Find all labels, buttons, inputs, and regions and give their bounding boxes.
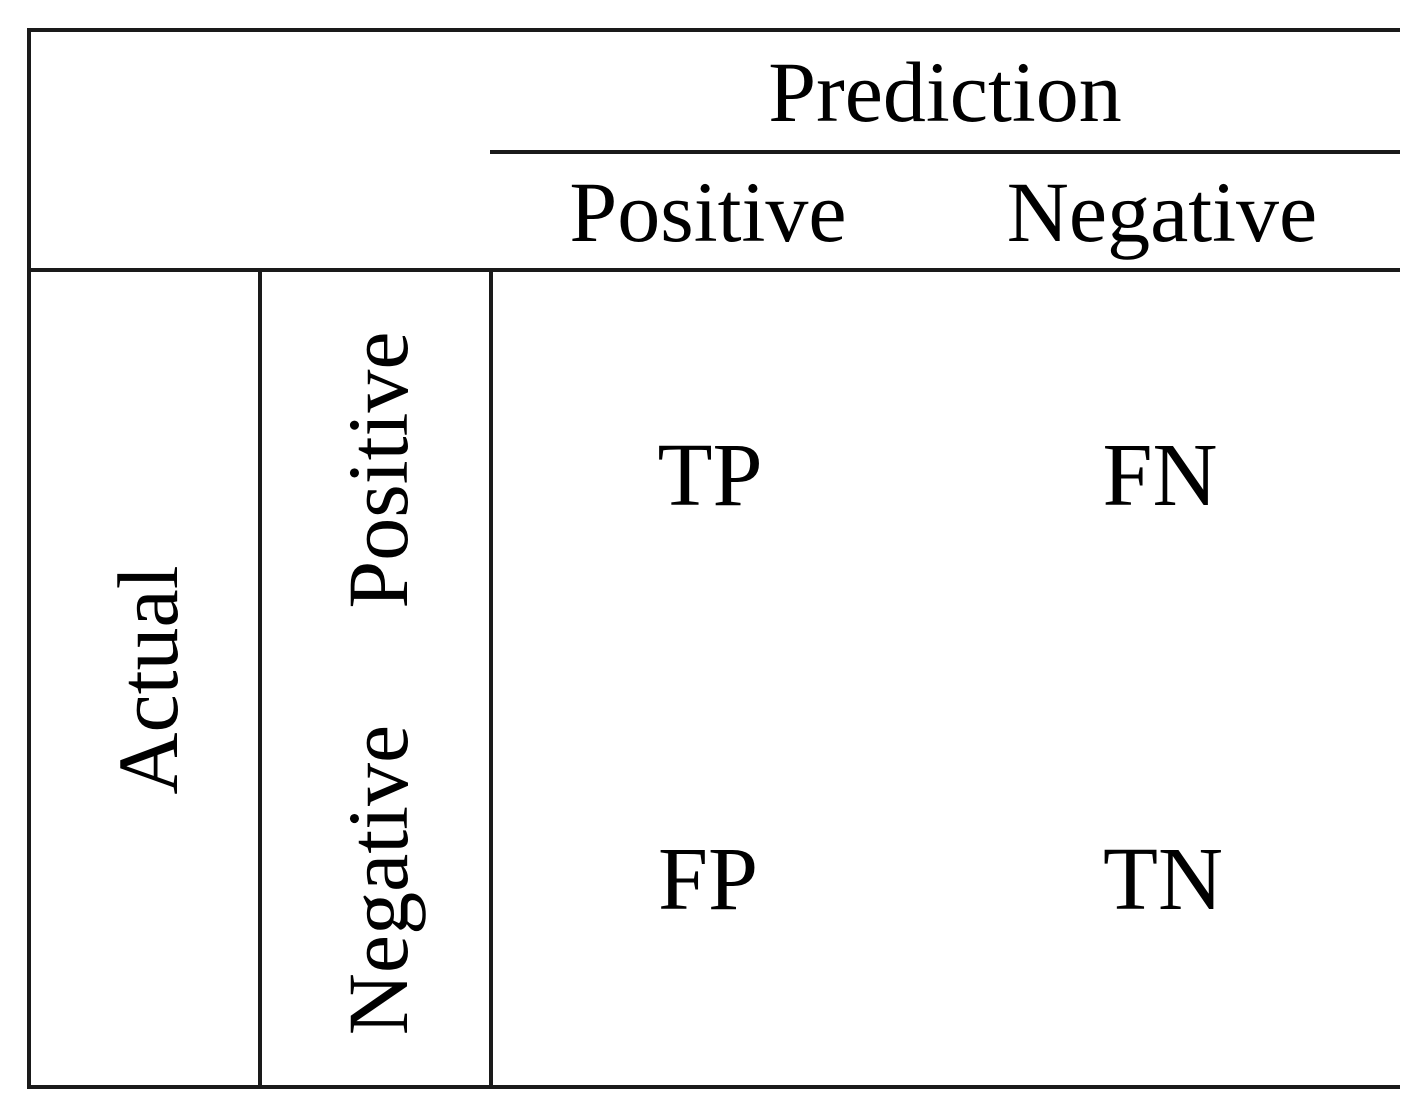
prediction-underline xyxy=(490,150,1400,154)
actual-negative-header: Negative xyxy=(330,724,426,1036)
left-border-line xyxy=(27,28,31,1089)
actual-positive-header: Positive xyxy=(330,331,426,609)
actual-divider-line xyxy=(258,268,262,1088)
cell-false-positive: FP xyxy=(657,830,759,929)
actual-header: Actual xyxy=(100,565,196,795)
prediction-header: Prediction xyxy=(768,44,1122,140)
top-border-line xyxy=(28,28,1400,32)
predicted-positive-header: Positive xyxy=(569,164,847,260)
bottom-border-line xyxy=(28,1085,1400,1089)
cell-true-positive: TP xyxy=(657,426,763,525)
predicted-negative-header: Negative xyxy=(1006,164,1318,260)
matrix-left-line xyxy=(489,268,493,1088)
header-bottom-line xyxy=(28,268,1400,272)
cell-false-negative: FN xyxy=(1102,426,1218,525)
cell-true-negative: TN xyxy=(1103,830,1223,929)
